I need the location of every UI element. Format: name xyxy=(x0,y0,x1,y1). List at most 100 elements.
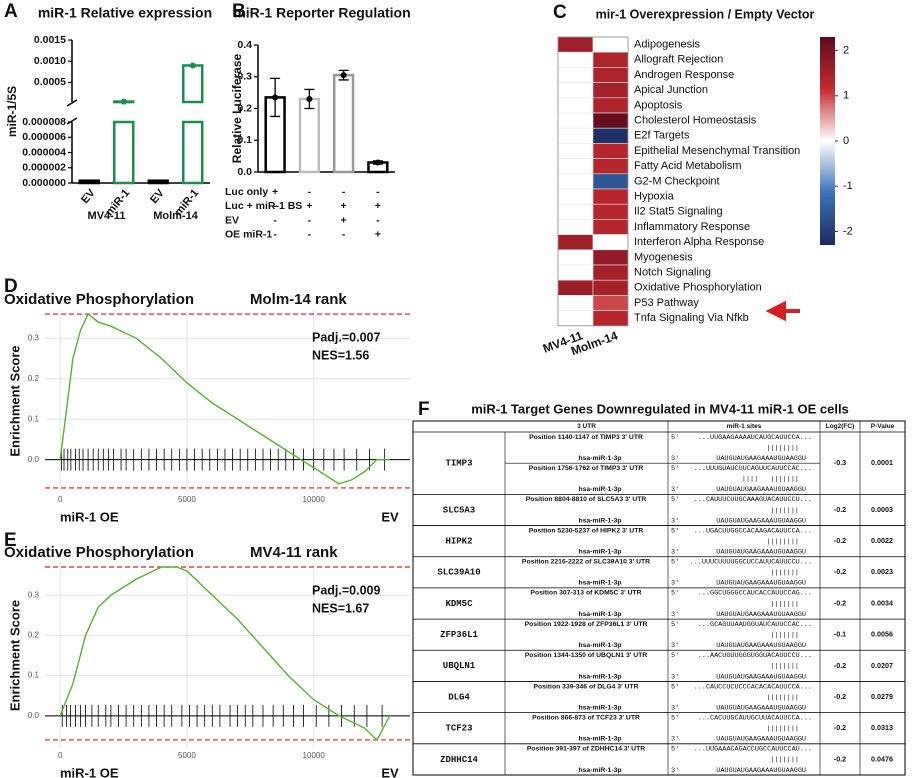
mirna-seq: UAUGUAUGAAGAAAUGUAAGGU xyxy=(716,704,806,712)
p-value: 0.0022 xyxy=(871,536,893,545)
heatmap-cell xyxy=(557,234,594,251)
log2fc: -0.1 xyxy=(834,630,846,639)
es-curve xyxy=(59,312,390,485)
gene-name: HIPK2 xyxy=(445,537,472,547)
site-position: Position 5230-5237 of HIPK2 3' UTR xyxy=(529,527,644,534)
heatmap-cell xyxy=(592,51,629,68)
row-label: Myogenesis xyxy=(634,251,693,263)
heatmap-cell xyxy=(557,219,594,235)
heatmap-cell xyxy=(557,67,594,83)
heatmap-cell xyxy=(592,112,629,129)
row-label: Adipogenesis xyxy=(634,39,701,51)
heatmap-cell xyxy=(592,82,629,99)
y-tick-label: 0.0015 xyxy=(34,34,66,46)
site-position: Position 2216-2222 of SLC39A10 3' UTR xyxy=(522,559,650,566)
site-position: Position 1922-1928 of ZFP36L1 3' UTR xyxy=(525,621,648,628)
bar-upper xyxy=(182,64,204,104)
bar xyxy=(332,73,355,174)
heatmap-cell xyxy=(592,127,629,144)
mirna-seq: UAUGUAUGAAGAAAUGUAAGGU xyxy=(716,642,806,650)
heatmap-cell xyxy=(557,51,594,68)
log2fc: -0.2 xyxy=(834,505,846,514)
target-seq: ...CACUUGCAUUGCUUACAUUCCA... xyxy=(698,714,812,722)
gene-name: TCF23 xyxy=(445,724,472,734)
strand-3: 3' xyxy=(671,611,679,619)
target-seq: ...CAUCCUCUCCCACACACAUUCCA... xyxy=(694,683,812,691)
row-label: P53 Pathway xyxy=(634,297,699,309)
annotation: NES=1.56 xyxy=(312,348,369,362)
heatmap-cell xyxy=(592,36,629,53)
row-label: Hypoxia xyxy=(634,191,675,203)
strand-5: 5' xyxy=(671,746,679,754)
condition-sign: - xyxy=(376,186,380,198)
data-point xyxy=(306,95,313,102)
heatmap-cell xyxy=(557,97,594,114)
pairing: ||||||| xyxy=(770,569,799,577)
y-tick-label: 0.3 xyxy=(28,590,40,599)
site-position: Position 307-313 of KDM5C 3' UTR xyxy=(530,590,641,597)
panel-letter: F xyxy=(418,399,430,420)
gene-name: ZFP36L1 xyxy=(440,630,478,640)
chart-subtitle: Molm-14 rank xyxy=(250,291,347,308)
strand-3: 3' xyxy=(671,517,679,525)
y-tick-label: 0.000000 xyxy=(22,177,66,189)
row-label: E2f Targets xyxy=(634,130,690,142)
mirna-seq: UAUGUAUGAAGAAAUGUAAGGU xyxy=(716,517,806,525)
strand-3: 3' xyxy=(671,642,679,650)
heatmap-cell xyxy=(592,249,629,266)
mirna-name: hsa-miR-1-3p xyxy=(578,486,621,493)
p-value: 0.0476 xyxy=(871,754,893,763)
heatmap-cell xyxy=(592,173,629,190)
site-position: Position 1140-1147 of TIMP3 3' UTR xyxy=(529,434,643,441)
condition-sign: - xyxy=(376,214,380,226)
strand-3: 3' xyxy=(671,736,679,744)
table-header: 3 UTR xyxy=(577,423,596,430)
log2fc: -0.2 xyxy=(834,567,846,576)
p-value: 0.0056 xyxy=(871,630,893,639)
condition-sign: - xyxy=(342,229,346,241)
heatmap-cell xyxy=(592,279,629,296)
strand-5: 5' xyxy=(671,465,679,473)
condition-sign: + xyxy=(375,229,381,241)
p-value: 0.0279 xyxy=(871,692,893,701)
y-tick-label: 0.1 xyxy=(28,671,40,680)
p-value: 0.0034 xyxy=(871,598,893,607)
y-axis-label: Enrichment Score xyxy=(7,345,22,456)
chart-title: Oxidative Phosphorylation xyxy=(4,544,194,561)
log2fc: -0.2 xyxy=(834,754,846,763)
mirna-name: hsa-miR-1-3p xyxy=(578,736,621,743)
site-position: Position 8804-8810 of SLC5A3 3' UTR xyxy=(526,496,647,503)
x-label-right: EV xyxy=(381,765,399,778)
heatmap-cell xyxy=(557,82,594,99)
heatmap-cell xyxy=(592,143,629,159)
condition-label: EV xyxy=(225,214,239,226)
condition-sign: - xyxy=(308,214,312,226)
heatmap-cell xyxy=(592,188,629,205)
heatmap-cell xyxy=(557,188,594,205)
table-header: P-Value xyxy=(871,423,895,430)
gene-name: UBQLN1 xyxy=(443,661,476,671)
mirna-seq: UAUGUAUGAAGAAAUGUAAGGU xyxy=(716,611,806,619)
bar-point xyxy=(189,62,196,69)
y-tick-label: 0.4 xyxy=(237,39,252,51)
pairing: |||| ||||||| xyxy=(742,476,799,484)
heatmap-cell xyxy=(592,158,629,175)
gene-name: KDM5C xyxy=(445,599,473,609)
mirna-name: hsa-miR-1-3p xyxy=(578,580,621,587)
y-tick-label: 0.1 xyxy=(28,414,40,423)
gene-name: SLC5A3 xyxy=(443,505,475,515)
table-header: miR-1 sites xyxy=(727,423,762,430)
data-point xyxy=(374,159,381,166)
target-seq: ...AACUGUUGGGUGGUACAUUCCU... xyxy=(698,652,812,660)
heatmap-cell xyxy=(592,264,629,281)
x-label-left: miR-1 OE xyxy=(60,509,119,524)
mirna-seq: UAUGUAUGAAGAAAUGUAAGGU xyxy=(716,767,806,775)
condition-sign: - xyxy=(308,229,312,241)
condition-sign: + xyxy=(375,200,381,212)
log2fc: -0.3 xyxy=(834,458,846,467)
mirna-seq: UAUGUAUGAAGAAAUGUAAGGU xyxy=(716,580,806,588)
p-value: 0.0207 xyxy=(871,661,893,670)
strand-5: 5' xyxy=(671,590,679,598)
site-position: Position 866-873 of TCF23 3' UTR xyxy=(532,714,640,721)
row-label: Oxidative Phosphorylation xyxy=(634,282,762,294)
